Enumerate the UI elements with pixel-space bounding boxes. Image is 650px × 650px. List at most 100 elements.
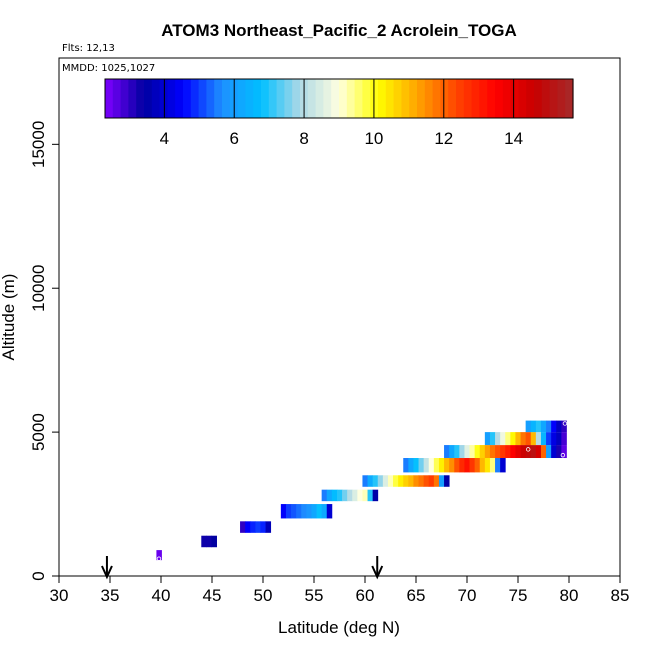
data-cell: [211, 535, 217, 548]
data-cell: [408, 475, 414, 487]
data-cell: [449, 445, 455, 459]
colorbar-segment: [448, 79, 457, 118]
data-cell: [206, 535, 212, 548]
colorbar-segment: [510, 79, 519, 118]
x-tick-label: 80: [560, 586, 579, 605]
colorbar-segment: [463, 79, 473, 118]
data-cell: [403, 475, 409, 487]
colorbar-segment: [409, 79, 418, 118]
data-cell: [469, 458, 476, 473]
data-cell: [331, 489, 338, 502]
data-cell: [459, 458, 465, 473]
data-cell: [403, 458, 409, 473]
data-cell: [423, 475, 430, 487]
latitude-arrow-head: [371, 565, 384, 580]
data-cell: [551, 420, 557, 433]
colorbar-segment: [502, 79, 512, 118]
data-cell: [250, 521, 256, 533]
data-cell: [265, 521, 272, 533]
x-tick-label: 55: [305, 586, 324, 605]
sample-marker: [560, 452, 566, 458]
data-cell: [515, 445, 521, 459]
y-tick-label: 10000: [29, 265, 48, 312]
data-cell: [428, 458, 435, 473]
colorbar-segment: [190, 79, 200, 118]
colorbar-tick-label: 12: [434, 129, 453, 148]
data-cell: [296, 504, 302, 519]
colorbar-segment: [378, 79, 387, 118]
colorbar-segment: [362, 79, 371, 118]
y-tick-label: 5000: [29, 413, 48, 451]
data-cell: [459, 445, 465, 459]
colorbar-segment: [253, 79, 262, 118]
sample-marker: [156, 556, 162, 561]
data-cell: [387, 475, 394, 487]
colorbar-segment: [167, 79, 176, 118]
colorbar-segment: [401, 79, 410, 118]
data-cell: [515, 432, 521, 446]
data-cell: [367, 475, 374, 487]
data-cell: [551, 445, 557, 459]
data-cell: [556, 432, 562, 446]
colorbar-segment: [198, 79, 207, 118]
colorbar-segment: [346, 79, 356, 118]
data-cell: [479, 458, 486, 473]
data-cell: [489, 445, 496, 459]
data-cell: [484, 445, 491, 459]
colorbar-segment: [479, 79, 488, 118]
colorbar-segment: [432, 79, 441, 118]
y-tick-label: 15000: [29, 121, 48, 168]
colorbar-segment: [159, 79, 168, 118]
data-cell: [433, 475, 440, 487]
x-tick-label: 40: [152, 586, 171, 605]
data-cell: [377, 475, 384, 487]
colorbar-segment: [541, 79, 551, 118]
data-cell: [479, 445, 486, 459]
sample-marker: [562, 421, 568, 426]
x-tick-label: 30: [50, 586, 69, 605]
colorbar-segment: [292, 79, 301, 118]
colorbar-tick-label: 8: [299, 129, 308, 148]
x-axis: 30 35 40 45 50 55 60 65 70 75 80 85: [50, 576, 630, 605]
colorbar-frame: [104, 78, 574, 119]
data-cell: [530, 432, 537, 446]
data-cell: [362, 475, 368, 487]
data-cell: [535, 432, 542, 446]
sample-markers: [156, 421, 568, 561]
y-axis-label: Altitude (m): [0, 274, 18, 361]
x-tick-label: 70: [458, 586, 477, 605]
colorbar-tick-label: 6: [229, 129, 238, 148]
data-cell: [372, 489, 379, 502]
data-cell: [418, 458, 425, 473]
data-cell: [201, 535, 207, 548]
data-cell: [561, 420, 567, 433]
data-cell: [556, 445, 562, 459]
colorbar-segment: [206, 79, 215, 118]
colorbar-segment: [261, 79, 270, 118]
data-cell: [326, 504, 333, 519]
colorbar-segment: [128, 79, 137, 118]
colorbar-segment: [222, 79, 231, 118]
data-cell: [484, 432, 491, 446]
x-tick-label: 50: [254, 586, 273, 605]
data-cell: [505, 445, 511, 459]
data-cell: [444, 445, 450, 459]
colorbar-segment: [456, 79, 465, 118]
colorbar-segment: [354, 79, 363, 118]
colorbar-segment: [112, 79, 122, 118]
colorbar-segment: [424, 79, 434, 118]
data-cell: [561, 432, 567, 446]
latitude-arrows: [101, 556, 384, 580]
data-cell: [546, 420, 552, 433]
data-cell: [540, 445, 547, 459]
colorbar-segment: [526, 79, 535, 118]
data-cell: [408, 458, 414, 473]
colorbar-segment: [471, 79, 480, 118]
data-cell: [495, 445, 501, 459]
data-cell: [291, 504, 297, 519]
data-cell: [561, 445, 567, 459]
colorbar-segment: [339, 79, 348, 118]
x-tick-label: 85: [611, 586, 630, 605]
latitude-arrow-head: [101, 565, 113, 580]
colorbar-segment: [284, 79, 293, 118]
